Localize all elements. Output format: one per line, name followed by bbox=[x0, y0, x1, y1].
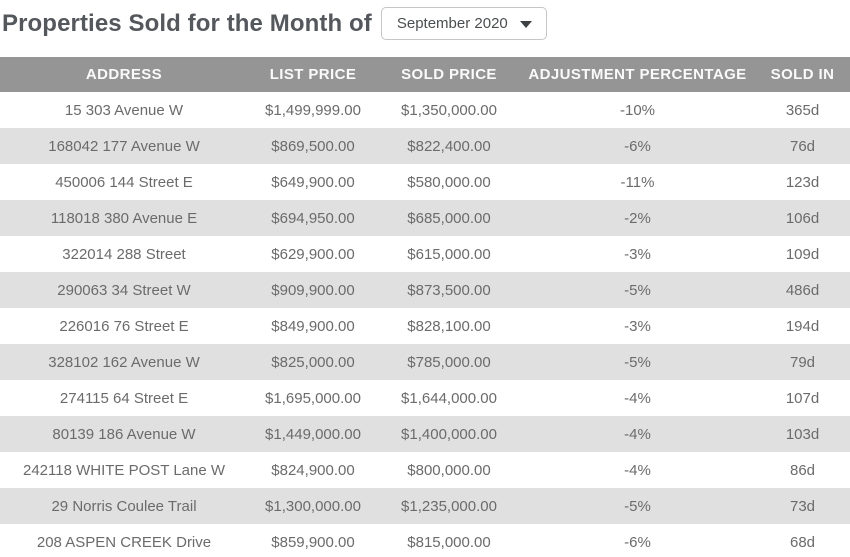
column-header-sold-price: SOLD PRICE bbox=[378, 57, 520, 92]
cell-sold-price: $800,000.00 bbox=[407, 461, 491, 479]
cell-sold-price: $785,000.00 bbox=[407, 353, 491, 371]
cell-sold-price: $685,000.00 bbox=[407, 209, 491, 227]
cell-adjustment-percentage: -6% bbox=[624, 137, 651, 155]
month-selector-dropdown[interactable]: September 2020 bbox=[380, 7, 547, 40]
cell-adjustment-percentage: -4% bbox=[624, 461, 651, 479]
cell-sold-in: 103d bbox=[785, 425, 820, 443]
cell-list-price: $869,500.00 bbox=[271, 137, 355, 155]
page-title: Properties Sold for the Month of bbox=[2, 9, 372, 37]
cell-address: 15 303 Avenue W bbox=[64, 101, 184, 119]
table-row: 168042 177 Avenue W $869,500.00 $822,400… bbox=[0, 128, 850, 164]
cell-list-price: $1,449,000.00 bbox=[265, 425, 361, 443]
cell-sold-price: $615,000.00 bbox=[407, 245, 491, 263]
month-selector-value: September 2020 bbox=[396, 15, 508, 32]
cell-sold-price: $873,500.00 bbox=[407, 281, 491, 299]
cell-address: 80139 186 Avenue W bbox=[52, 425, 196, 443]
cell-list-price: $629,900.00 bbox=[271, 245, 355, 263]
cell-adjustment-percentage: -3% bbox=[624, 245, 651, 263]
cell-sold-in: 76d bbox=[789, 137, 816, 155]
cell-address: 290063 34 Street W bbox=[57, 281, 191, 299]
cell-sold-in: 79d bbox=[789, 353, 816, 371]
cell-address: 226016 76 Street E bbox=[59, 317, 189, 335]
column-header-address: ADDRESS bbox=[0, 57, 248, 92]
cell-sold-in: 106d bbox=[785, 209, 820, 227]
cell-address: 242118 WHITE POST Lane W bbox=[22, 461, 226, 479]
cell-address: 450006 144 Street E bbox=[55, 173, 193, 191]
cell-sold-in: 109d bbox=[785, 245, 820, 263]
cell-sold-in: 123d bbox=[785, 173, 820, 191]
cell-sold-price: $1,400,000.00 bbox=[401, 425, 497, 443]
cell-sold-in: 486d bbox=[785, 281, 820, 299]
cell-list-price: $825,000.00 bbox=[271, 353, 355, 371]
table-row: 29 Norris Coulee Trail $1,300,000.00 $1,… bbox=[0, 488, 850, 524]
cell-list-price: $824,900.00 bbox=[271, 461, 355, 479]
cell-address: 29 Norris Coulee Trail bbox=[51, 497, 197, 515]
cell-sold-in: 73d bbox=[789, 497, 816, 515]
table-row: 290063 34 Street W $909,900.00 $873,500.… bbox=[0, 272, 850, 308]
cell-address: 208 ASPEN CREEK Drive bbox=[36, 533, 212, 551]
title-bar: Properties Sold for the Month of Septemb… bbox=[0, 0, 850, 40]
cell-list-price: $1,300,000.00 bbox=[265, 497, 361, 515]
table-row: 274115 64 Street E $1,695,000.00 $1,644,… bbox=[0, 380, 850, 416]
table-row: 80139 186 Avenue W $1,449,000.00 $1,400,… bbox=[0, 416, 850, 452]
cell-list-price: $849,900.00 bbox=[271, 317, 355, 335]
cell-address: 322014 288 Street bbox=[62, 245, 186, 263]
cell-address: 168042 177 Avenue W bbox=[48, 137, 200, 155]
table-row: 322014 288 Street $629,900.00 $615,000.0… bbox=[0, 236, 850, 272]
chevron-down-icon bbox=[519, 21, 532, 28]
table-row: 208 ASPEN CREEK Drive $859,900.00 $815,0… bbox=[0, 524, 850, 557]
table-row: 15 303 Avenue W $1,499,999.00 $1,350,000… bbox=[0, 92, 850, 128]
cell-sold-price: $1,235,000.00 bbox=[401, 497, 497, 515]
cell-sold-in: 86d bbox=[789, 461, 816, 479]
cell-sold-price: $822,400.00 bbox=[407, 137, 491, 155]
cell-adjustment-percentage: -10% bbox=[619, 101, 656, 119]
cell-sold-price: $1,644,000.00 bbox=[401, 389, 497, 407]
cell-adjustment-percentage: -5% bbox=[624, 353, 651, 371]
cell-address: 328102 162 Avenue W bbox=[48, 353, 200, 371]
table-row: 328102 162 Avenue W $825,000.00 $785,000… bbox=[0, 344, 850, 380]
table-row: 242118 WHITE POST Lane W $824,900.00 $80… bbox=[0, 452, 850, 488]
cell-adjustment-percentage: -5% bbox=[624, 281, 651, 299]
table-header-row: ADDRESS LIST PRICE SOLD PRICE ADJUSTMENT… bbox=[0, 57, 850, 92]
cell-sold-in: 68d bbox=[789, 533, 816, 551]
properties-sold-table: ADDRESS LIST PRICE SOLD PRICE ADJUSTMENT… bbox=[0, 57, 850, 557]
cell-sold-in: 107d bbox=[785, 389, 820, 407]
table-row: 118018 380 Avenue E $694,950.00 $685,000… bbox=[0, 200, 850, 236]
cell-sold-in: 194d bbox=[785, 317, 820, 335]
table-row: 226016 76 Street E $849,900.00 $828,100.… bbox=[0, 308, 850, 344]
cell-list-price: $1,695,000.00 bbox=[265, 389, 361, 407]
column-header-list-price: LIST PRICE bbox=[248, 57, 378, 92]
table-row: 450006 144 Street E $649,900.00 $580,000… bbox=[0, 164, 850, 200]
cell-adjustment-percentage: -4% bbox=[624, 389, 651, 407]
cell-list-price: $859,900.00 bbox=[271, 533, 355, 551]
column-header-sold-in: SOLD IN bbox=[755, 57, 850, 92]
cell-address: 274115 64 Street E bbox=[59, 389, 189, 407]
cell-adjustment-percentage: -11% bbox=[620, 173, 655, 191]
cell-adjustment-percentage: -3% bbox=[624, 317, 651, 335]
cell-sold-price: $828,100.00 bbox=[407, 317, 491, 335]
cell-adjustment-percentage: -4% bbox=[624, 425, 651, 443]
cell-sold-in: 365d bbox=[785, 101, 820, 119]
cell-sold-price: $1,350,000.00 bbox=[401, 101, 497, 119]
cell-adjustment-percentage: -2% bbox=[624, 209, 651, 227]
cell-adjustment-percentage: -6% bbox=[624, 533, 651, 551]
cell-list-price: $649,900.00 bbox=[271, 173, 355, 191]
cell-list-price: $694,950.00 bbox=[271, 209, 355, 227]
cell-address: 118018 380 Avenue E bbox=[50, 209, 198, 227]
cell-sold-price: $815,000.00 bbox=[407, 533, 491, 551]
cell-list-price: $909,900.00 bbox=[271, 281, 355, 299]
cell-adjustment-percentage: -5% bbox=[624, 497, 651, 515]
cell-sold-price: $580,000.00 bbox=[407, 173, 491, 191]
column-header-adjustment-percentage: ADJUSTMENT PERCENTAGE bbox=[520, 57, 755, 92]
cell-list-price: $1,499,999.00 bbox=[265, 101, 361, 119]
